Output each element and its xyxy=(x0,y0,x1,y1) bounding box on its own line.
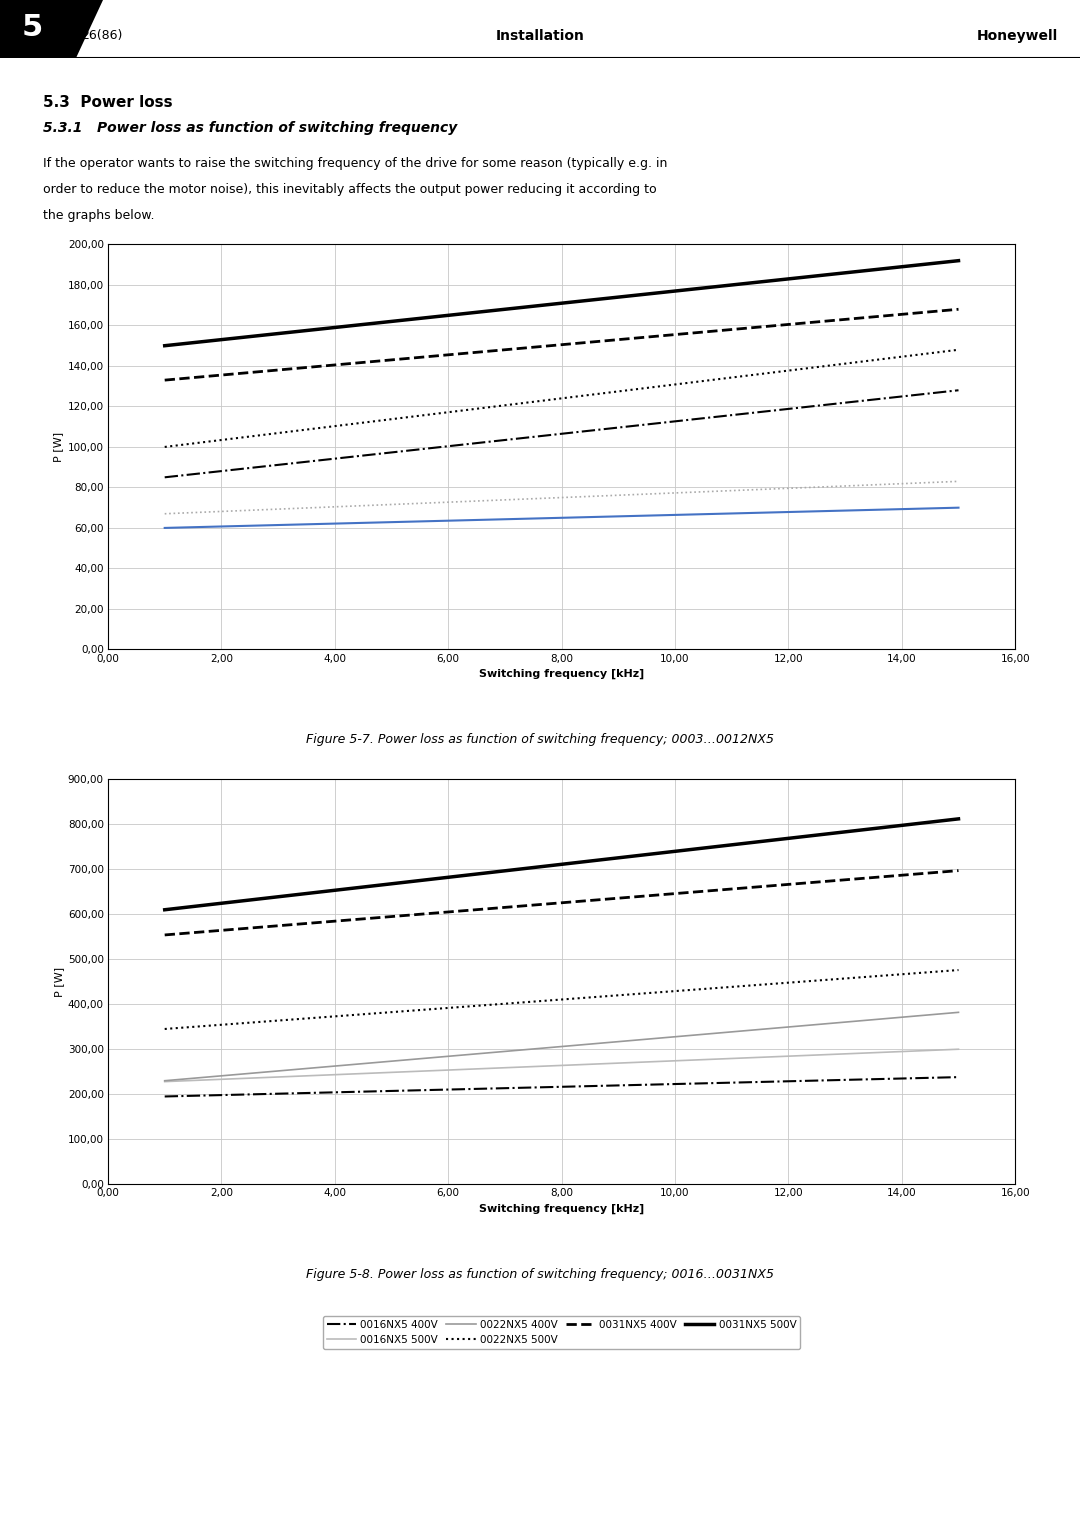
Text: the graphs below.: the graphs below. xyxy=(43,209,154,223)
Text: 26(86): 26(86) xyxy=(81,29,122,43)
Legend: 0003NX5 400V, 0004NX5 400V, 0005NX5 400V, 0007NX5 400V, 0009NX5 400V, 0012NX5 40: 0003NX5 400V, 0004NX5 400V, 0005NX5 400V… xyxy=(323,781,800,814)
Y-axis label: P [W]: P [W] xyxy=(54,432,64,461)
Text: Figure 5-8. Power loss as function of switching frequency; 0016…0031NX5: Figure 5-8. Power loss as function of sw… xyxy=(306,1268,774,1282)
Text: 5.3  Power loss: 5.3 Power loss xyxy=(43,95,173,110)
FancyBboxPatch shape xyxy=(0,0,76,58)
Polygon shape xyxy=(76,0,103,58)
X-axis label: Switching frequency [kHz]: Switching frequency [kHz] xyxy=(478,1204,645,1215)
Text: Figure 5-7. Power loss as function of switching frequency; 0003…0012NX5: Figure 5-7. Power loss as function of sw… xyxy=(306,733,774,747)
Text: Installation: Installation xyxy=(496,29,584,43)
X-axis label: Switching frequency [kHz]: Switching frequency [kHz] xyxy=(478,669,645,680)
Legend: 0016NX5 400V, 0016NX5 500V, 0022NX5 400V, 0022NX5 500V, 0031NX5 400V, 0031NX5 50: 0016NX5 400V, 0016NX5 500V, 0022NX5 400V… xyxy=(323,1316,800,1349)
Text: If the operator wants to raise the switching frequency of the drive for some rea: If the operator wants to raise the switc… xyxy=(43,156,667,170)
Text: order to reduce the motor noise), this inevitably affects the output power reduc: order to reduce the motor noise), this i… xyxy=(43,183,657,196)
Text: 5.3.1   Power loss as function of switching frequency: 5.3.1 Power loss as function of switchin… xyxy=(43,121,458,136)
Text: Honeywell: Honeywell xyxy=(977,29,1058,43)
Y-axis label: P [W]: P [W] xyxy=(54,967,64,996)
Text: 5: 5 xyxy=(22,14,42,43)
